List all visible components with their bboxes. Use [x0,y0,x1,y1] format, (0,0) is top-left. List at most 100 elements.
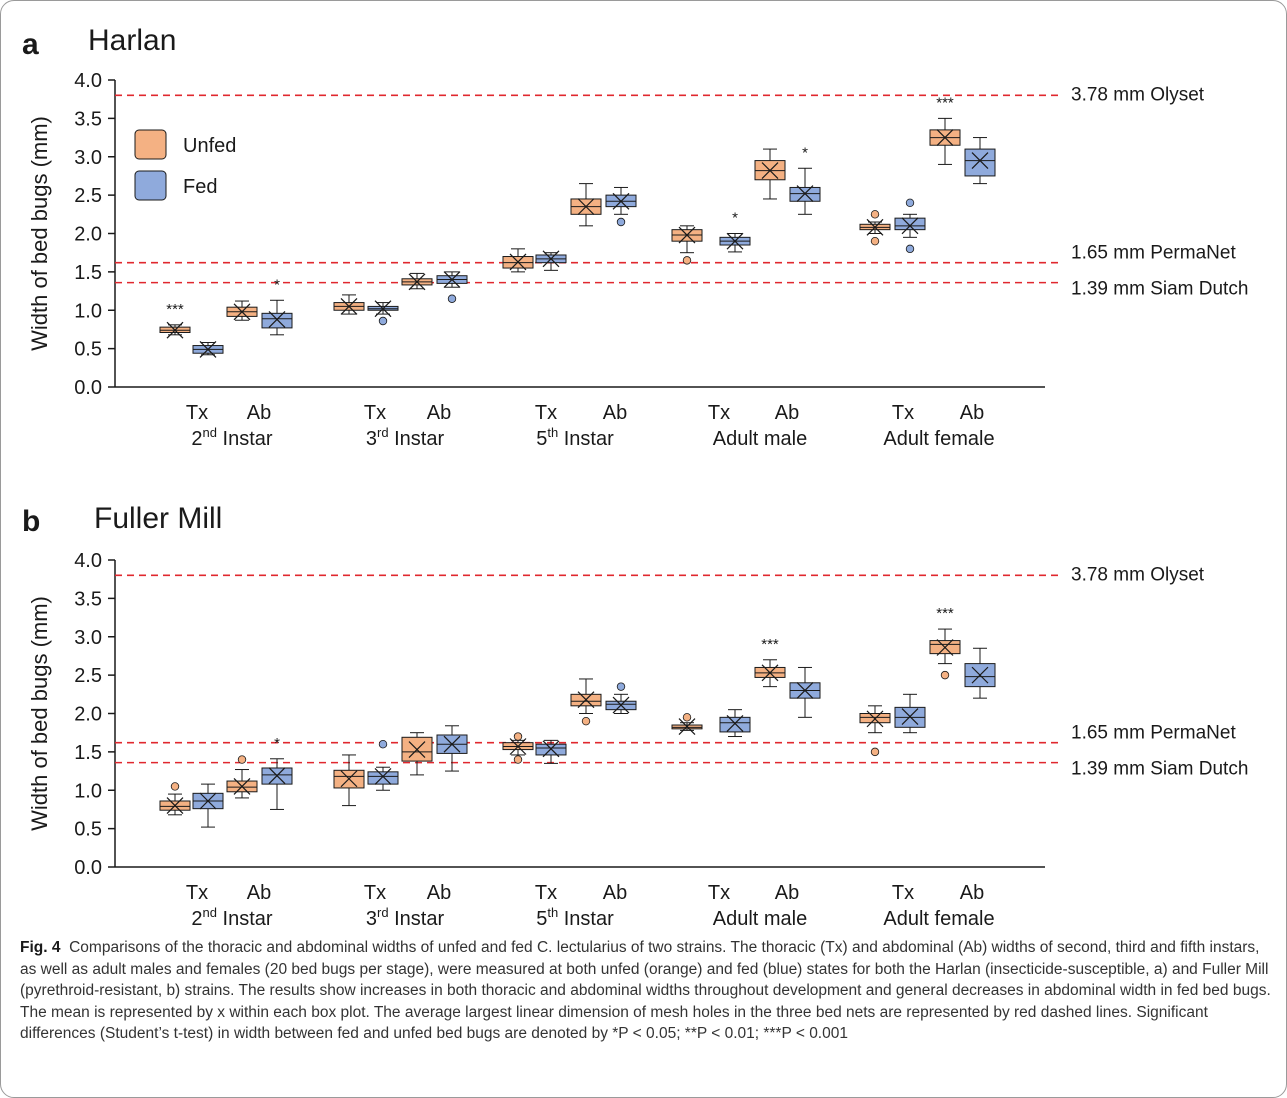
box-0-ab-fed: * [261,276,293,336]
x-sublabel-tx: Tx [364,882,386,904]
mean-marker [678,226,696,244]
mean-marker [509,253,527,271]
outlier-point [378,316,388,326]
box-iqr [261,312,293,329]
caption-label: Fig. 4 [20,939,61,956]
box-1-ab-unfed [401,732,433,776]
x-sublabel-ab: Ab [427,882,451,904]
box-4-ab-unfed: *** [929,605,961,680]
outlier-point [513,755,523,764]
caption-text: Comparisons of the thoracic and abdomina… [20,939,1271,1042]
y-tick-label: 1.5 [74,262,102,284]
y-tick-label: 1.0 [74,300,102,322]
mean-marker [374,300,392,318]
box-1-tx-fed [367,300,399,326]
x-sublabel-tx: Tx [892,882,914,904]
panel-a-title: Harlan [88,24,177,57]
box-1-ab-fed [436,725,468,772]
box-0-tx-fed [192,340,224,358]
y-tick-label: 4.0 [74,550,102,572]
y-tick-label: 4.0 [74,70,102,92]
x-sublabel-ab: Ab [427,402,451,424]
panel-b-letter: b [22,505,41,538]
y-tick-label: 3.0 [74,147,102,169]
outlier-point [237,755,247,764]
mean-marker [866,218,884,236]
box-3-tx-unfed [671,713,703,735]
box-1-ab-unfed [401,272,433,291]
box-2-tx-unfed [502,732,534,764]
mean-marker [408,273,426,291]
outlier-point [870,210,880,219]
mean-marker [971,666,989,684]
mean-marker [761,162,779,179]
mean-marker [726,715,744,732]
y-tick-label: 1.5 [74,742,102,764]
x-sublabel-ab: Ab [775,402,799,424]
reference-line-label: 1.39 mm Siam Dutch [1071,759,1248,780]
box-4-tx-unfed [859,210,891,246]
y-tick-label: 1.0 [74,780,102,802]
outlier-point [682,256,692,265]
x-stage-label: Adult male [713,428,808,450]
box-3-ab-fed: * [789,144,821,215]
outlier-point [616,217,626,227]
box-iqr [894,217,926,231]
significance-marker: *** [936,94,954,111]
y-tick-label: 2.0 [74,224,102,246]
box-4-ab-unfed: *** [929,94,961,165]
box-0-tx-unfed: *** [159,301,191,339]
y-axis-title: Width of bed bugs (mm) [27,596,52,831]
box-3-tx-fed [719,709,751,738]
reference-line-label: 3.78 mm Olyset [1071,564,1205,585]
mean-marker [166,321,184,339]
box-3-tx-fed: * [719,210,751,253]
box-1-tx-fed [367,739,399,791]
significance-marker: * [274,735,280,752]
reference-line-label: 3.78 mm Olyset [1071,84,1205,105]
mean-marker [577,198,595,216]
mean-marker [340,770,358,788]
y-tick-label: 2.0 [74,704,102,726]
mean-marker [678,718,696,735]
y-tick-label: 0.5 [74,819,102,841]
y-tick-label: 2.5 [74,665,102,687]
significance-marker: * [802,144,808,161]
box-1-tx-unfed [333,754,365,807]
legend-label: Unfed [183,135,236,157]
mean-marker [443,735,461,753]
x-sublabel-ab: Ab [603,882,627,904]
significance-marker: * [274,276,280,293]
mean-marker [166,797,184,815]
x-stage-label: 3rd Instar [366,905,445,930]
significance-marker: *** [761,636,779,653]
y-axis-title: Width of bed bugs (mm) [27,116,52,351]
x-stage-label: 3rd Instar [366,425,445,450]
outlier-point [616,682,626,691]
mean-marker [542,250,560,268]
box-iqr [719,716,751,733]
outlier-point [940,670,950,680]
mean-marker [268,767,286,785]
box-2-ab-unfed [570,183,602,227]
figure-caption: Fig. 4 Comparisons of the thoracic and a… [20,937,1275,1045]
mean-marker [796,185,814,203]
mean-marker [796,682,814,699]
box-1-ab-fed [436,271,468,303]
x-sublabel-tx: Tx [364,402,386,424]
mean-marker [901,217,919,235]
y-tick-label: 3.5 [74,588,102,610]
x-stage-label: Adult female [883,908,994,930]
box-3-ab-unfed: *** [754,636,786,688]
box-0-ab-unfed [226,300,258,321]
x-sublabel-ab: Ab [960,882,984,904]
box-4-ab-fed [964,137,996,185]
mean-marker [577,691,595,709]
box-3-ab-unfed [754,148,786,200]
x-stage-label: 2nd Instar [191,425,273,450]
legend-swatch [134,129,167,160]
panel-a-letter: a [22,28,39,61]
mean-marker [542,740,560,758]
y-tick-label: 0.0 [74,377,102,399]
box-2-ab-fed [605,186,637,227]
